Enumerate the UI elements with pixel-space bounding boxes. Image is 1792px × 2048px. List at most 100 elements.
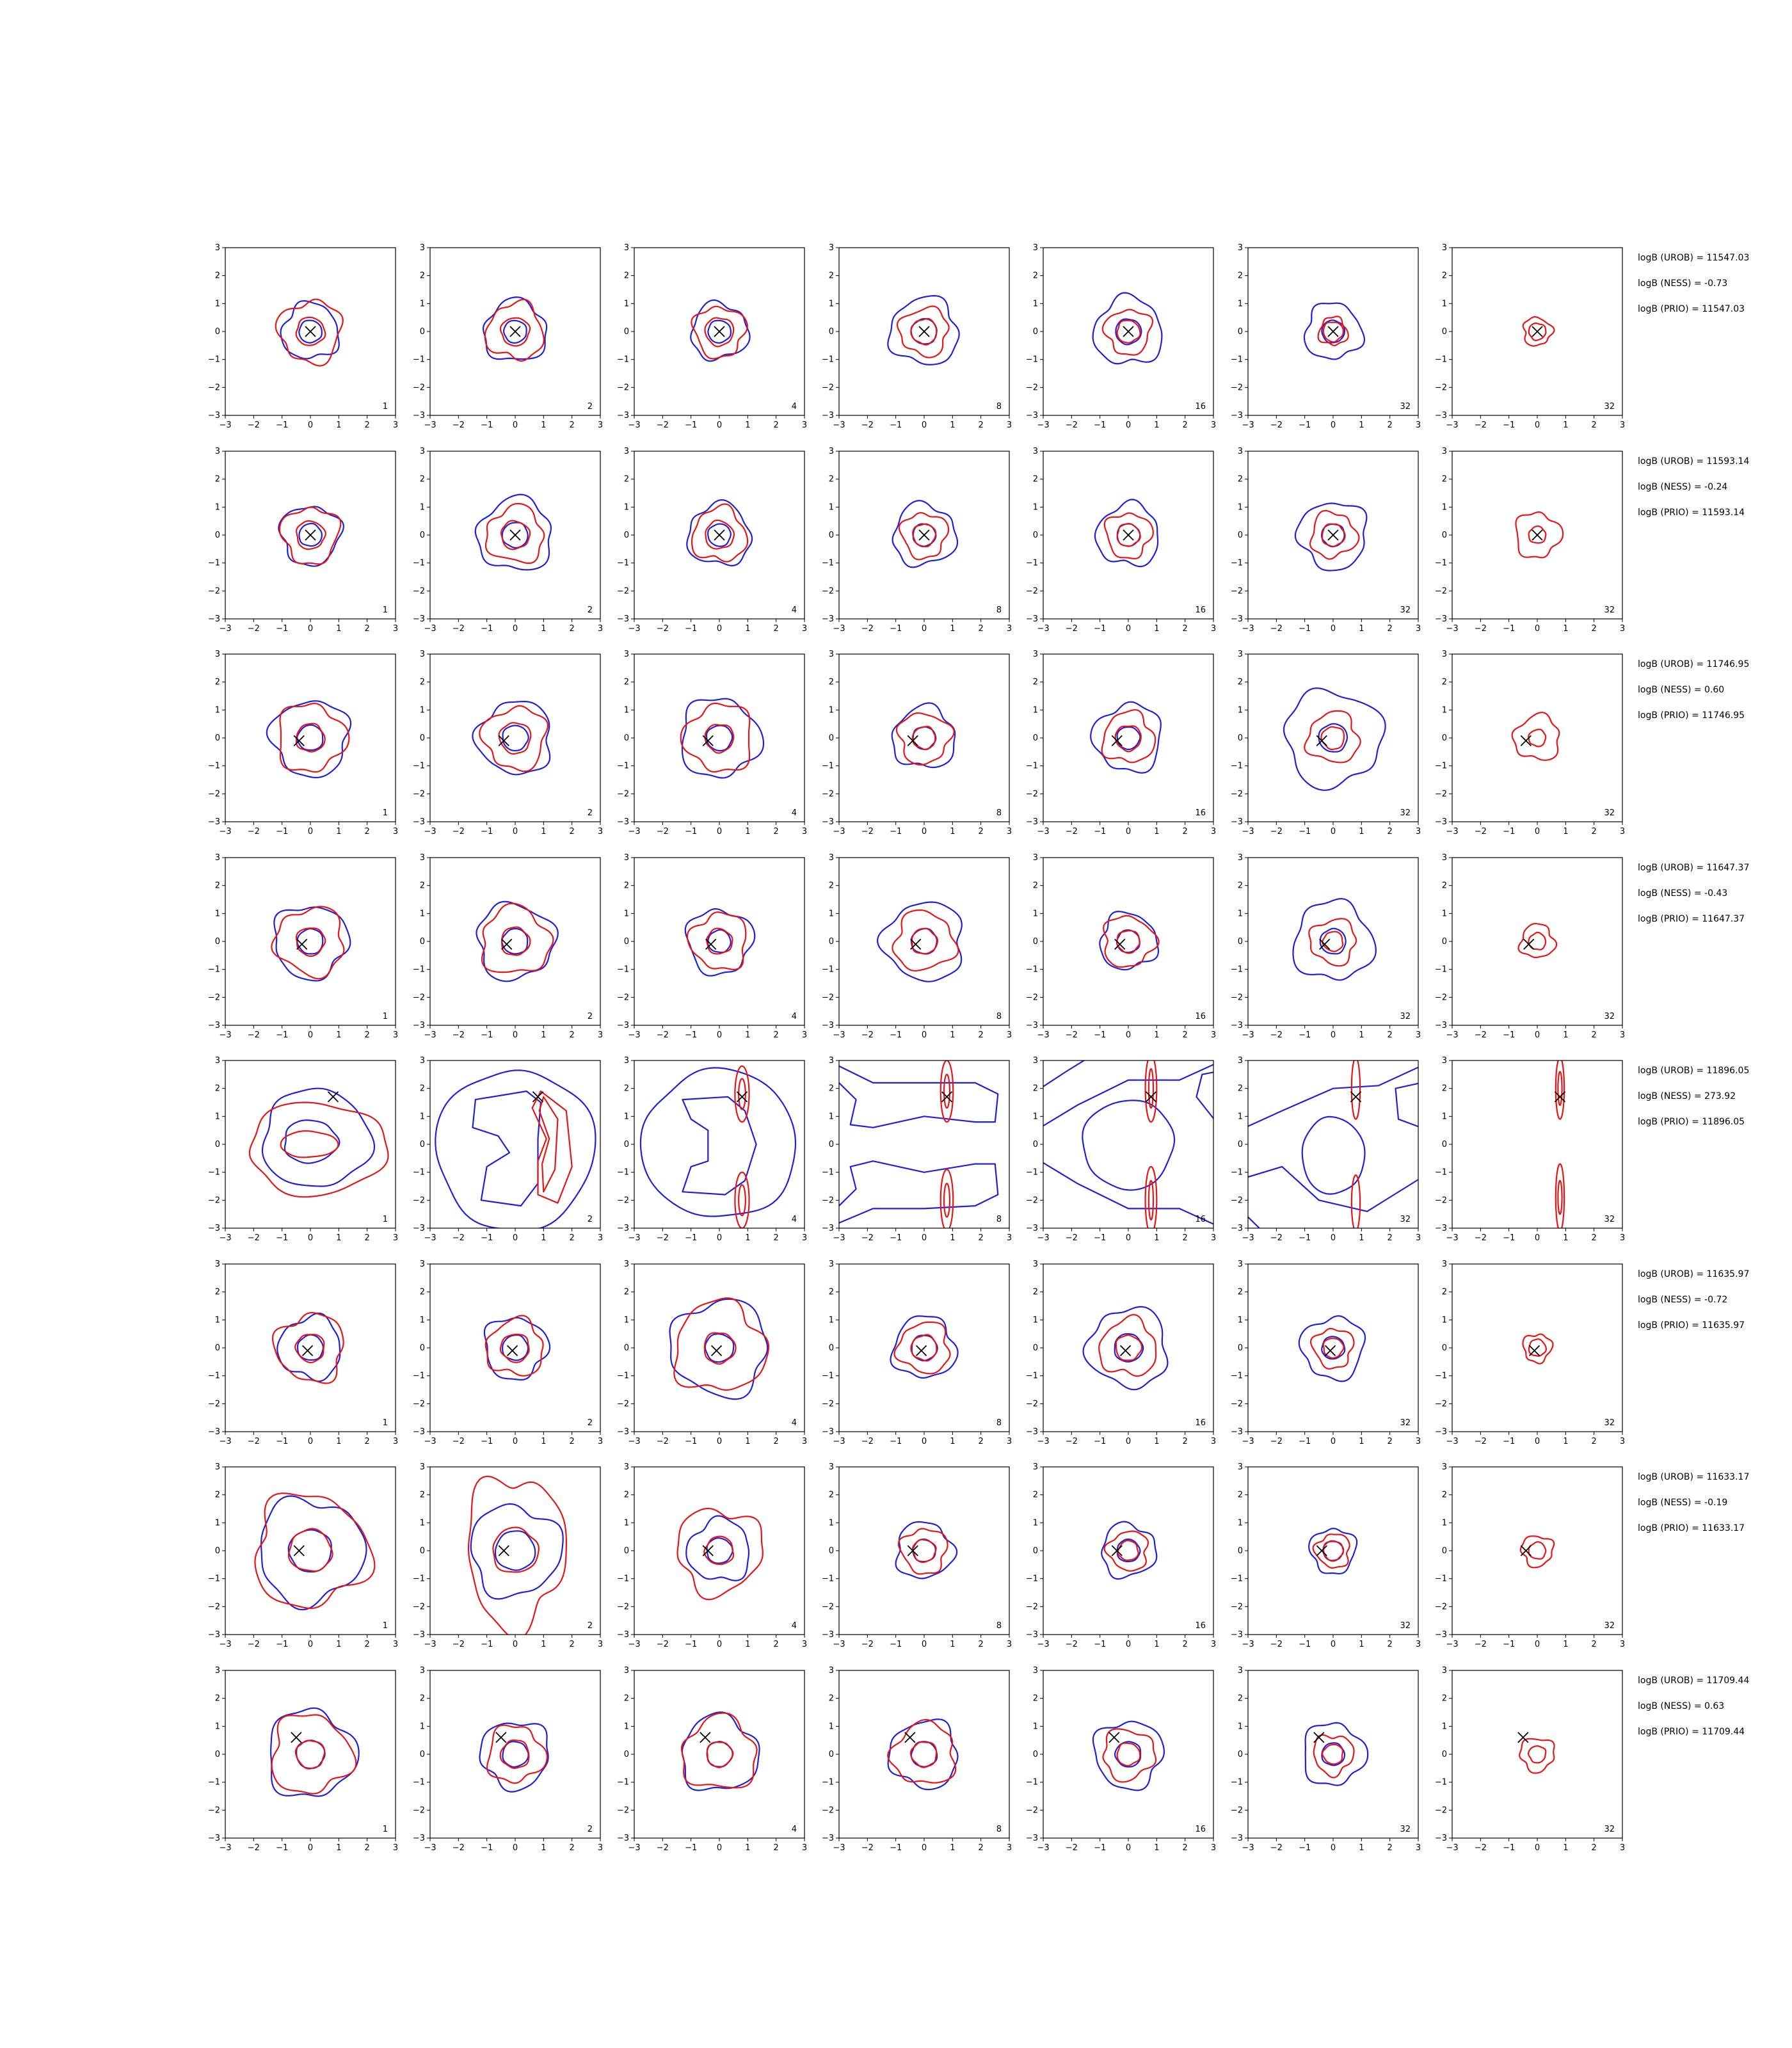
y-tick-label: −3 xyxy=(208,1427,220,1437)
logb-annotation: logB (NESS) = -0.72 xyxy=(1638,1294,1728,1305)
x-tick-label: 0 xyxy=(1535,624,1540,634)
y-tick-label: 1 xyxy=(828,1518,833,1528)
x-tick-label: −3 xyxy=(219,624,231,634)
y-tick-label: 2 xyxy=(419,1084,424,1094)
red-contour xyxy=(911,726,936,751)
panel-r8-c7: −3 −3 −2 −2 −1 −1 0 0 1 1 2 2 3 3 32 xyxy=(1433,1664,1635,1857)
y-tick-label: −3 xyxy=(617,1834,629,1843)
panel-r6-c4: −3 −3 −2 −2 −1 −1 0 0 1 1 2 2 3 3 8 xyxy=(820,1258,1022,1451)
panel-r2-c7: −3 −3 −2 −2 −1 −1 0 0 1 1 2 2 3 3 32 xyxy=(1433,445,1635,638)
blue-contour xyxy=(1099,910,1160,970)
true-value-marker xyxy=(1350,1091,1361,1103)
x-tick-label: 3 xyxy=(393,624,398,634)
blue-contour xyxy=(707,523,732,547)
y-tick-label: 1 xyxy=(624,502,629,512)
y-tick-label: −2 xyxy=(821,383,833,392)
plot-frame xyxy=(1043,856,1214,1026)
x-tick-label: 2 xyxy=(569,420,574,430)
x-tick-label: 0 xyxy=(921,1030,926,1040)
blue-contour xyxy=(1320,1335,1345,1359)
x-tick-label: 3 xyxy=(1415,1030,1420,1040)
y-tick-label: −3 xyxy=(617,614,629,624)
y-tick-label: 1 xyxy=(1033,299,1038,308)
x-tick-label: 2 xyxy=(978,420,983,430)
x-tick-label: 1 xyxy=(336,1030,341,1040)
x-tick-label: −2 xyxy=(657,624,669,634)
y-tick-label: −2 xyxy=(1230,383,1242,392)
y-tick-label: 0 xyxy=(828,937,833,947)
red-contour xyxy=(484,298,545,362)
y-tick-label: 3 xyxy=(828,650,833,659)
red-contour xyxy=(895,712,955,766)
x-tick-label: 1 xyxy=(1563,1233,1568,1243)
y-tick-label: −1 xyxy=(208,1777,220,1787)
x-tick-label: 3 xyxy=(1006,1233,1011,1243)
x-tick-label: 2 xyxy=(774,1640,779,1649)
blue-contour xyxy=(891,702,956,769)
y-tick-label: −3 xyxy=(1230,411,1242,420)
x-tick-label: 1 xyxy=(745,1843,750,1853)
y-tick-label: −1 xyxy=(821,355,833,365)
y-tick-label: −1 xyxy=(1435,964,1447,974)
x-tick-label: 1 xyxy=(336,1437,341,1446)
y-tick-label: −2 xyxy=(1230,1805,1242,1815)
x-tick-label: 1 xyxy=(1154,1030,1159,1040)
red-contour xyxy=(1528,728,1547,748)
y-tick-label: −3 xyxy=(208,614,220,624)
blue-contour xyxy=(1308,1528,1357,1574)
y-tick-label: 3 xyxy=(828,447,833,456)
sample-count-label: 4 xyxy=(792,1418,797,1428)
true-value-marker xyxy=(918,529,930,541)
contour-plot: −3−3 −2 −2 −1 −1 0 0 1 1 2 2 3 3 32 xyxy=(1435,853,1625,1040)
x-tick-label: 3 xyxy=(1620,420,1625,430)
x-tick-label: 2 xyxy=(365,624,370,634)
true-value-marker xyxy=(918,326,930,337)
x-tick-label: −3 xyxy=(1037,1030,1049,1040)
x-tick-label: −2 xyxy=(1270,1843,1282,1853)
y-tick-label: −3 xyxy=(617,817,629,827)
blue-contour xyxy=(434,1069,596,1228)
y-tick-label: 1 xyxy=(1442,1112,1447,1121)
y-tick-label: 0 xyxy=(1033,937,1038,947)
y-tick-label: 0 xyxy=(828,327,833,337)
y-tick-label: −3 xyxy=(617,411,629,420)
x-tick-label: −2 xyxy=(1066,624,1078,634)
y-tick-label: 1 xyxy=(828,299,833,308)
red-contour xyxy=(1308,917,1357,966)
y-tick-label: −2 xyxy=(1026,1399,1038,1409)
y-tick-label: −1 xyxy=(412,558,424,568)
x-tick-label: 1 xyxy=(950,1640,955,1649)
y-tick-label: −2 xyxy=(412,1196,424,1205)
panel-r6-c1: −3 −3 −2 −2 −1 −1 0 0 1 1 2 2 3 3 1 xyxy=(206,1258,408,1451)
blue-contour xyxy=(474,493,552,570)
x-tick-label: −3 xyxy=(833,1843,845,1853)
x-tick-label: −2 xyxy=(248,1640,260,1649)
panel-r3-c2: −3 −3 −2 −2 −1 −1 0 0 1 1 2 2 3 3 2 xyxy=(411,648,613,841)
red-contour xyxy=(1528,1541,1547,1560)
x-tick-label: −1 xyxy=(890,624,902,634)
true-value-marker xyxy=(1114,938,1126,950)
x-tick-label: −2 xyxy=(248,624,260,634)
y-tick-label: −1 xyxy=(821,1777,833,1787)
y-tick-label: 0 xyxy=(1442,1140,1447,1149)
y-tick-label: 2 xyxy=(215,1084,220,1094)
x-tick-label: 0 xyxy=(512,1640,517,1649)
logb-annotation: logB (UROB) = 11593.14 xyxy=(1638,456,1750,467)
red-contour xyxy=(1528,1338,1547,1357)
y-tick-label: 0 xyxy=(419,1343,424,1353)
x-tick-label: −3 xyxy=(1242,1843,1254,1853)
y-tick-label: −2 xyxy=(208,1196,220,1205)
x-tick-label: −3 xyxy=(219,1437,231,1446)
x-tick-label: 0 xyxy=(1126,1843,1131,1853)
plot-frame xyxy=(1043,1060,1214,1229)
blue-contour xyxy=(895,1521,957,1580)
panel-r5-c4: −3 −3 −2 −2 −1 −1 0 0 1 1 2 2 3 3 8 xyxy=(820,1054,1022,1247)
red-contour xyxy=(498,722,531,755)
x-tick-label: 1 xyxy=(1154,1437,1159,1446)
y-tick-label: 2 xyxy=(828,1491,833,1500)
blue-contour xyxy=(471,701,550,776)
blue-contour xyxy=(1082,1306,1169,1390)
x-tick-label: −3 xyxy=(1242,420,1254,430)
